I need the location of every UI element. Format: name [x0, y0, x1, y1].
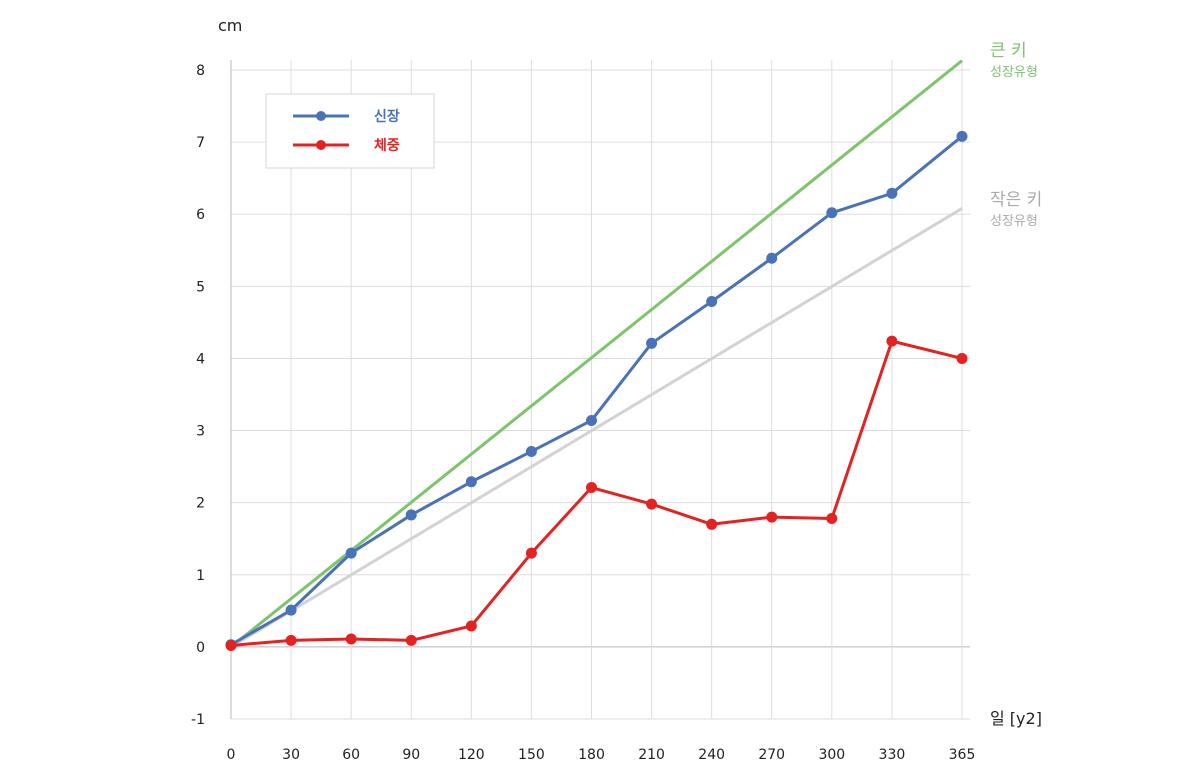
ref-label-short: 작은 키: [990, 190, 1042, 210]
data-point: [766, 252, 778, 264]
data-point: [465, 620, 477, 632]
data-point: [956, 352, 968, 364]
y-tick-label: 8: [196, 63, 205, 79]
x-tick-label: 0: [227, 747, 236, 763]
x-tick-label: 240: [698, 747, 725, 763]
legend-label-weight: 체중: [374, 138, 400, 154]
x-axis-label: 일 [y2]: [990, 709, 1042, 728]
data-point: [525, 445, 537, 457]
y-tick-label: 0: [196, 640, 205, 656]
data-point: [465, 476, 477, 488]
x-tick-label: 210: [638, 747, 665, 763]
data-point: [345, 633, 357, 645]
y-tick-labels: -1 0 1 2 3 4 5 6 7 8: [191, 63, 205, 728]
x-tick-labels: 0 30 60 90 120 150 180 210 240 270 300 330 365: [227, 747, 976, 763]
data-point: [886, 335, 898, 347]
data-point: [405, 509, 417, 521]
data-point: [826, 513, 838, 525]
x-tick-label: 60: [342, 747, 360, 763]
series-height: [225, 130, 968, 651]
x-tick-label: 90: [402, 747, 420, 763]
legend-marker-height: [316, 111, 326, 121]
legend: 신장 체중: [265, 93, 435, 169]
data-point: [706, 295, 718, 307]
data-point: [956, 130, 968, 142]
data-point: [285, 604, 297, 616]
y-tick-label: -1: [191, 712, 205, 728]
ref-label-tall: 큰 키: [990, 41, 1027, 61]
y-tick-label: 3: [196, 424, 205, 440]
series-line: [230, 339, 963, 647]
y-axis-label: cm: [218, 16, 242, 35]
data-point: [826, 207, 838, 219]
ref-sublabel-tall: 성장유형: [990, 65, 1038, 80]
grid: [230, 60, 970, 720]
x-tick-label: 365: [949, 747, 976, 763]
data-point: [405, 634, 417, 646]
x-tick-label: 180: [578, 747, 605, 763]
data-point: [525, 547, 537, 559]
x-tick-label: 30: [282, 747, 300, 763]
data-point: [345, 547, 357, 559]
series-line: [230, 135, 963, 647]
legend-label-height: 신장: [374, 108, 400, 125]
data-point: [585, 482, 597, 494]
y-tick-label: 7: [196, 135, 205, 151]
x-tick-label: 270: [758, 747, 785, 763]
y-tick-label: 6: [196, 207, 205, 223]
y-tick-label: 2: [196, 496, 205, 512]
x-tick-label: 300: [818, 747, 845, 763]
data-series: [225, 130, 968, 651]
reference-line-short: [230, 207, 963, 649]
data-point: [886, 187, 898, 199]
x-tick-label: 120: [458, 747, 485, 763]
data-point: [225, 639, 237, 651]
data-point: [585, 414, 597, 426]
data-point: [646, 337, 658, 349]
y-tick-label: 1: [196, 568, 205, 584]
reference-labels: 큰 키 성장유형 작은 키 성장유형: [990, 41, 1042, 229]
y-tick-label: 5: [196, 279, 205, 295]
data-point: [706, 518, 718, 530]
series-weight: [225, 335, 968, 651]
x-tick-label: 330: [879, 747, 906, 763]
y-tick-label: 4: [196, 351, 205, 367]
ref-sublabel-short: 성장유형: [990, 214, 1038, 229]
data-point: [285, 634, 297, 646]
legend-marker-weight: [316, 140, 326, 150]
data-point: [646, 498, 658, 510]
x-tick-label: 150: [518, 747, 545, 763]
data-point: [766, 511, 778, 523]
legend-box: [265, 93, 435, 169]
